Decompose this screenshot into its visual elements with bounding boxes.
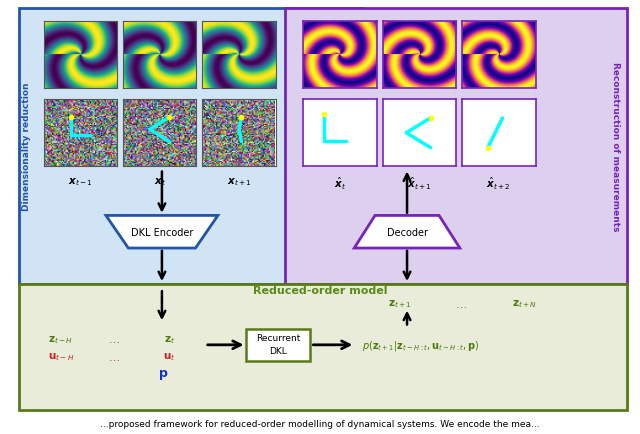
- Text: $\mathbf{p}$: $\mathbf{p}$: [158, 367, 168, 381]
- Text: $\ldots$: $\ldots$: [108, 335, 120, 344]
- FancyBboxPatch shape: [246, 329, 310, 361]
- Text: $\ldots$: $\ldots$: [108, 352, 120, 362]
- FancyBboxPatch shape: [19, 284, 627, 410]
- Text: $\hat{\boldsymbol{x}}_{t+2}$: $\hat{\boldsymbol{x}}_{t+2}$: [486, 176, 511, 192]
- Text: $\mathbf{z}_{t+N}$: $\mathbf{z}_{t+N}$: [512, 298, 538, 310]
- Text: $\boldsymbol{x}_{t+1}$: $\boldsymbol{x}_{t+1}$: [227, 176, 252, 187]
- Text: $\hat{\boldsymbol{x}}_{t}$: $\hat{\boldsymbol{x}}_{t}$: [334, 176, 346, 192]
- Text: $\hat{\boldsymbol{x}}_{t+1}$: $\hat{\boldsymbol{x}}_{t+1}$: [407, 176, 432, 192]
- Text: DKL: DKL: [269, 347, 287, 355]
- Text: $\ldots$: $\ldots$: [455, 299, 467, 309]
- Text: $p(\mathbf{z}_{t+1}|\mathbf{z}_{t-H:t},\mathbf{u}_{t-H:t},\mathbf{p})$: $p(\mathbf{z}_{t+1}|\mathbf{z}_{t-H:t},\…: [362, 338, 479, 352]
- Text: Decoder: Decoder: [387, 227, 428, 237]
- Text: $\boldsymbol{x}_{t}$: $\boldsymbol{x}_{t}$: [154, 176, 166, 187]
- Text: Dimensionality reduction: Dimensionality reduction: [22, 82, 31, 211]
- Text: $\mathbf{u}_{t}$: $\mathbf{u}_{t}$: [163, 351, 176, 363]
- Text: $\mathbf{z}_{t-H}$: $\mathbf{z}_{t-H}$: [48, 333, 74, 345]
- Text: $\mathbf{z}_{t}$: $\mathbf{z}_{t}$: [164, 333, 175, 345]
- Text: Recurrent: Recurrent: [256, 334, 301, 342]
- Text: $\mathbf{z}_{t+1}$: $\mathbf{z}_{t+1}$: [388, 298, 412, 310]
- FancyBboxPatch shape: [285, 9, 627, 284]
- Polygon shape: [106, 216, 218, 248]
- Text: DKL Encoder: DKL Encoder: [131, 227, 193, 237]
- Text: Reduced-order model: Reduced-order model: [253, 285, 387, 295]
- Text: Reconstruction of measurements: Reconstruction of measurements: [611, 62, 620, 231]
- Polygon shape: [355, 216, 460, 248]
- Text: $\mathbf{u}_{t-H}$: $\mathbf{u}_{t-H}$: [47, 351, 74, 363]
- Text: ...proposed framework for reduced-order modelling of dynamical systems. We encod: ...proposed framework for reduced-order …: [100, 419, 540, 427]
- FancyBboxPatch shape: [19, 9, 362, 284]
- Text: $\boldsymbol{x}_{t-1}$: $\boldsymbol{x}_{t-1}$: [68, 176, 93, 187]
